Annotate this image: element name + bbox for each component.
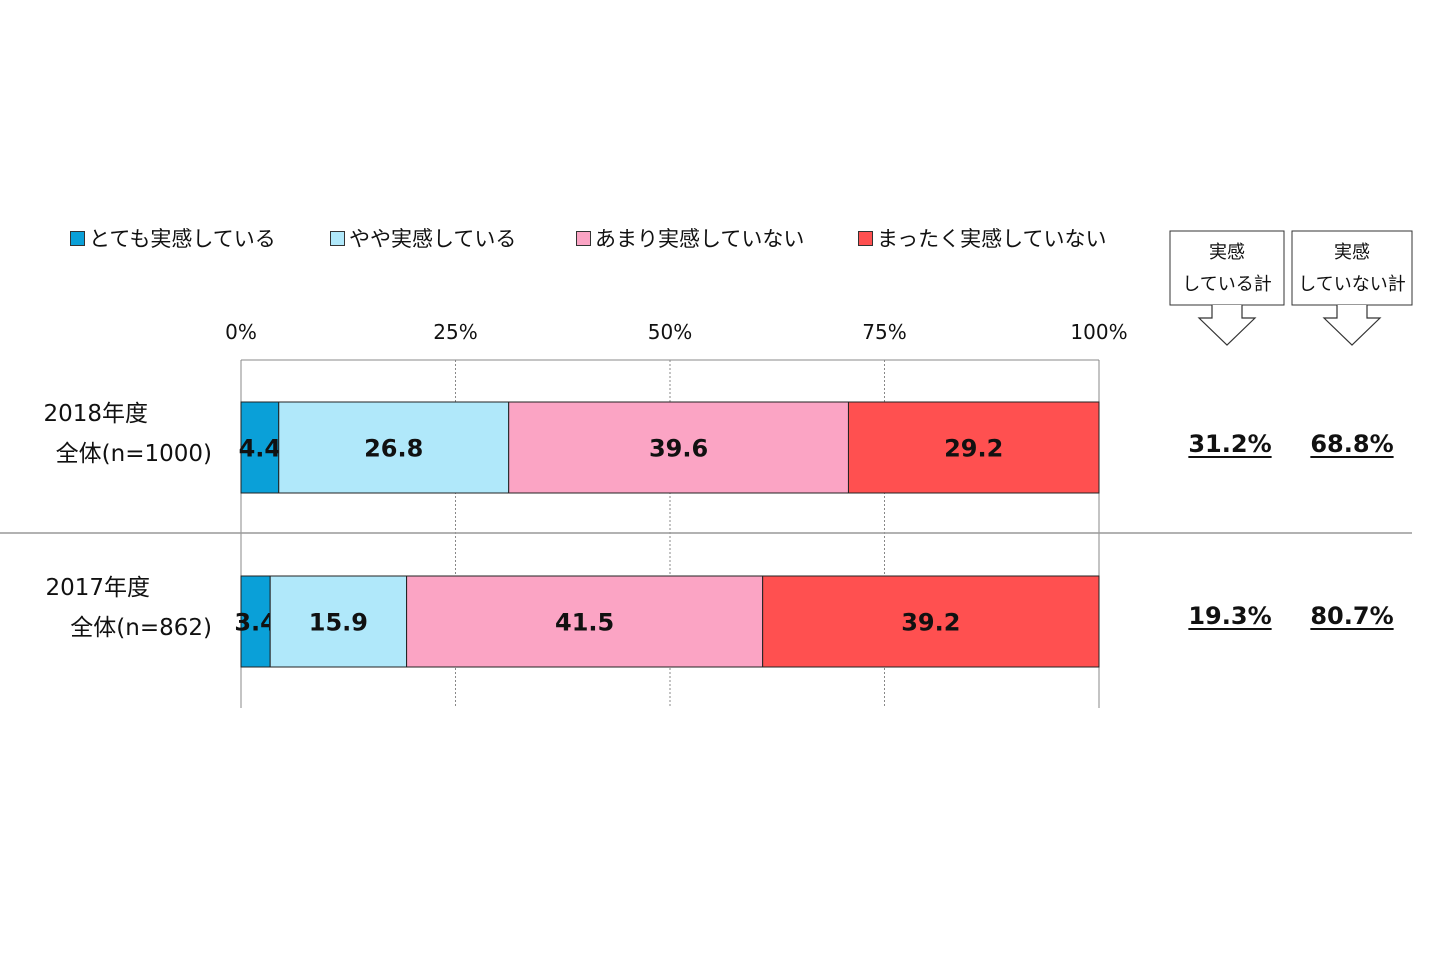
x-tick-label-1: 25% [433,320,477,344]
bar-label-0-3: 29.2 [944,435,1003,463]
summary-value-2018-feel: 31.2% [1188,430,1272,458]
bar-label-0-2: 39.6 [649,435,708,463]
legend-item-3: あまり実感していない [576,223,804,253]
legend-swatch-4 [858,230,873,246]
x-tick-label-4: 100% [1070,320,1127,344]
legend-item-4: まったく実感していない [858,223,1107,253]
x-tick-label-3: 75% [862,320,906,344]
row-label-2018-line1: 2018年度 [43,401,148,427]
x-tick-label-0: 0% [225,320,257,344]
legend-swatch-3 [576,230,591,246]
summary-1-box [1169,230,1285,306]
legend-label-1: とても実感している [89,227,276,251]
legend-swatch-2 [330,230,345,246]
row-label-2018: 2018年度 全体(n=1000) [43,394,212,474]
bar-label-1-3: 39.2 [901,609,960,637]
bar-label-0-0: 4.4 [239,435,282,463]
summary-header-2-line1: 実感 [1334,242,1370,263]
legend-label-3: あまり実感していない [595,227,805,251]
x-tick-label-2: 50% [648,320,692,344]
summary-2-arrow [1322,305,1382,346]
summary-value-2017-feel: 19.3% [1188,602,1272,630]
summary-header-2-line2: していない計 [1298,274,1406,295]
row-label-2018-line2: 全体(n=1000) [55,441,212,467]
row-label-2017-line1: 2017年度 [45,575,150,601]
bar-0-3 [847,401,1100,494]
bar-label-0-1: 26.8 [364,435,423,463]
summary-value-2017-not-feel: 80.7% [1310,602,1394,630]
bar-0-2 [508,401,849,494]
bar-label-1-1: 15.9 [309,609,368,637]
summary-header-1-line2: している計 [1182,274,1272,295]
summary-header-1-line1: 実感 [1209,242,1245,263]
bar-1-0 [240,575,271,668]
legend-label-4: まったく実感していない [877,227,1107,251]
legend-swatch-1 [70,230,85,246]
summary-value-2018-not-feel: 68.8% [1310,430,1394,458]
bar-label-1-2: 41.5 [555,609,614,637]
bar-1-3 [762,575,1100,668]
summary-1-arrow [1197,305,1257,346]
legend-label-2: やや実感している [349,227,517,251]
legend-item-1: とても実感している [70,223,276,253]
bar-1-1 [269,575,408,668]
summary-2-box [1291,230,1413,306]
row-label-2017: 2017年度 全体(n=862) [45,568,212,648]
summary-header-1: 実感 している計 [1170,237,1284,301]
bar-0-0 [240,401,280,494]
bar-1-2 [406,575,764,668]
row-label-2017-line2: 全体(n=862) [70,615,212,641]
summary-header-2: 実感 していない計 [1292,237,1412,301]
bar-0-1 [278,401,510,494]
legend-item-2: やや実感している [330,223,516,253]
